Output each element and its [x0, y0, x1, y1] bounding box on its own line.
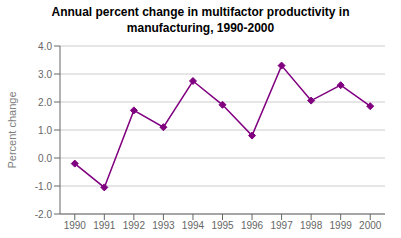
svg-text:-1.0: -1.0 [35, 181, 53, 192]
svg-text:1992: 1992 [123, 220, 146, 231]
svg-text:1996: 1996 [241, 220, 264, 231]
svg-text:1990: 1990 [64, 220, 87, 231]
html-text:Annual percent change in multi: Annual percent change in multifactor pro… [51, 5, 350, 19]
svg-text:3.0: 3.0 [38, 69, 52, 80]
svg-text:1993: 1993 [152, 220, 175, 231]
svg-text:1999: 1999 [330, 220, 353, 231]
svg-text:Percent change: Percent change [8, 91, 18, 168]
svg-text:0.0: 0.0 [38, 153, 52, 164]
svg-text:-2.0: -2.0 [35, 209, 53, 220]
svg-text:4.0: 4.0 [38, 41, 52, 52]
svg-text:1997: 1997 [270, 220, 293, 231]
svg-text:1998: 1998 [300, 220, 323, 231]
svg-text:1991: 1991 [93, 220, 116, 231]
svg-text:2000: 2000 [359, 220, 382, 231]
svg-text:2.0: 2.0 [38, 97, 52, 108]
svg-text:1994: 1994 [182, 220, 205, 231]
html-text:manufacturing, 1990-2000: manufacturing, 1990-2000 [126, 21, 275, 35]
svg-text:1.0: 1.0 [38, 125, 52, 136]
svg-text:1995: 1995 [211, 220, 234, 231]
